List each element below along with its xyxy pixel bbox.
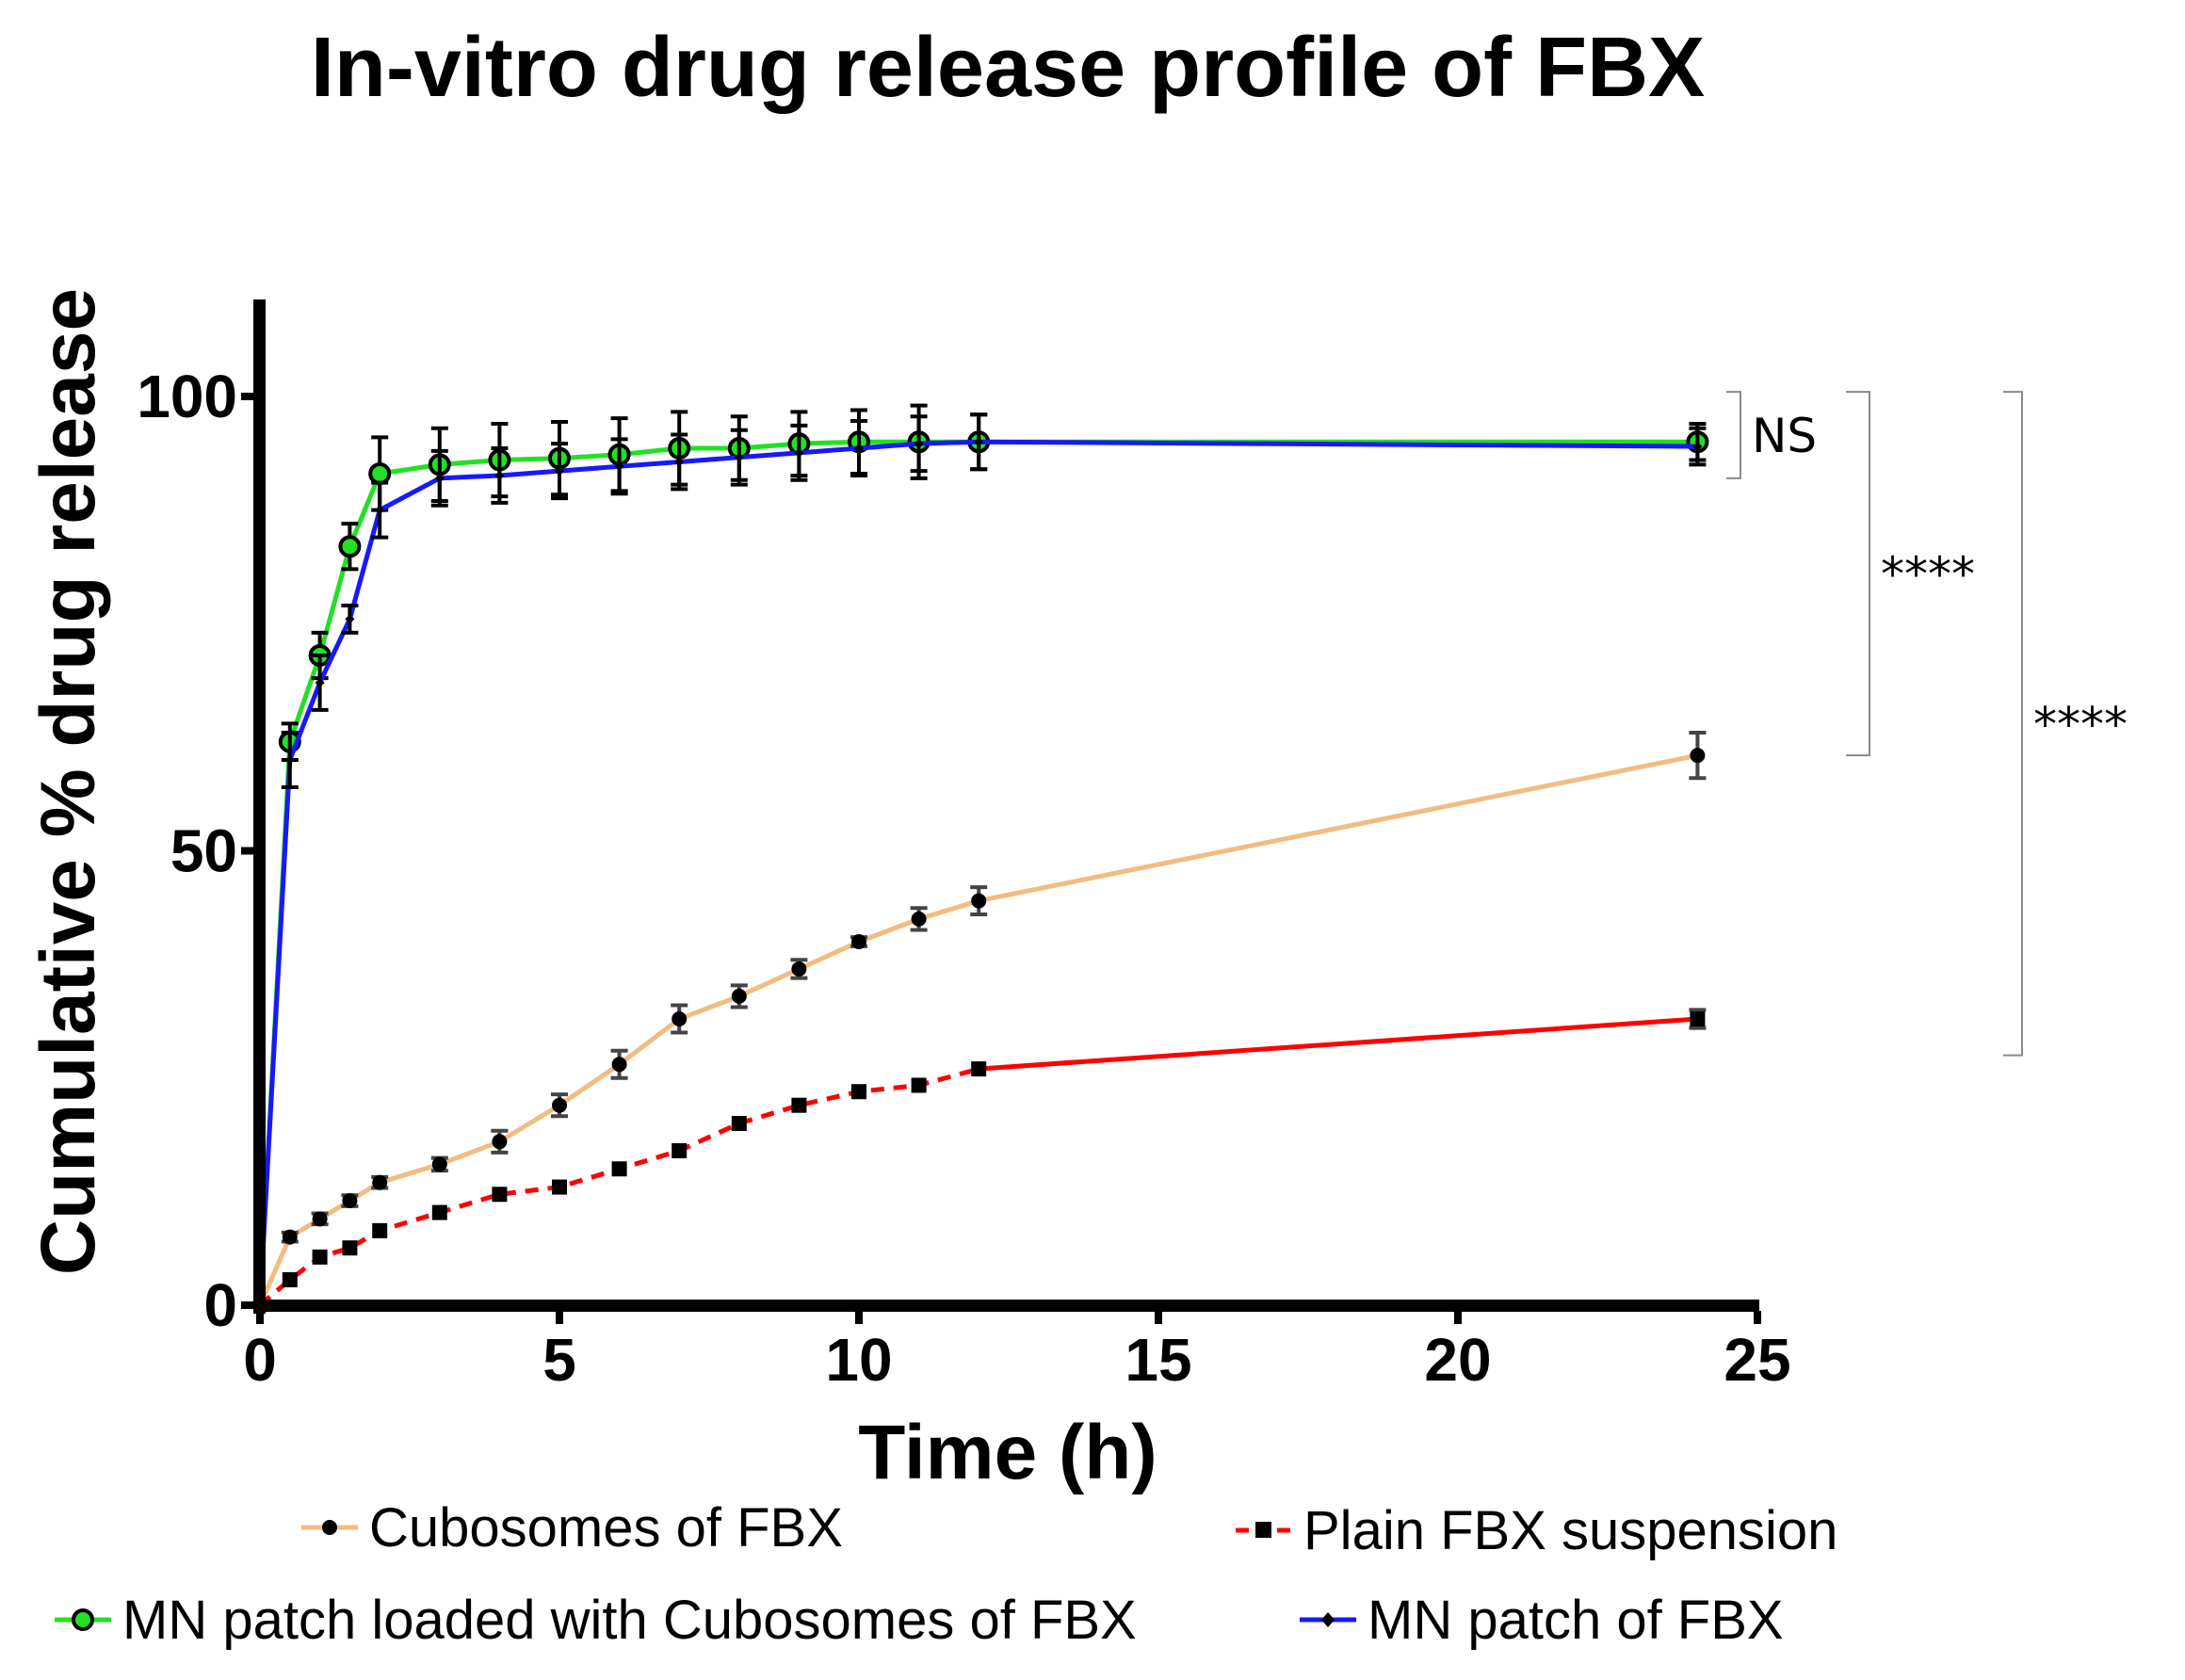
point-plain — [731, 1116, 747, 1131]
y-tick-label: 100 — [137, 363, 237, 430]
chart-title: In-vitro drug release profile of FBX — [311, 21, 1705, 115]
point-cubosomes — [312, 1211, 328, 1227]
point-plain — [312, 1249, 328, 1265]
point-plain — [552, 1179, 567, 1195]
series-line-plain — [979, 1016, 1698, 1072]
point-mn — [555, 466, 564, 477]
legend-label-cubosomes: Cubosomes of FBX — [369, 1497, 843, 1559]
significance-annotations: NS **** **** — [1726, 391, 2128, 1057]
x-tick-label: 0 — [243, 1326, 277, 1394]
point-cubosomes — [342, 1193, 358, 1209]
legend-entry-mn: MN patch of FBX — [1300, 1590, 1784, 1651]
point-mn — [914, 439, 924, 449]
point-plain — [971, 1061, 987, 1077]
point-mn-cubosomes — [368, 462, 392, 486]
point-cubosomes — [552, 1097, 567, 1113]
point-cubosomes — [971, 893, 987, 909]
point-plain — [342, 1240, 358, 1256]
y-axis-label: Cumulative % drug release — [25, 288, 111, 1275]
point-cubosomes — [431, 1156, 447, 1172]
legend-entry-cubosomes: Cubosomes of FBX — [301, 1497, 843, 1559]
point-mn — [494, 470, 505, 480]
plot-area — [257, 403, 1709, 1307]
point-cubosomes — [672, 1011, 688, 1027]
x-axis-label: Time (h) — [858, 1410, 1157, 1495]
point-cubosomes — [791, 961, 807, 977]
point-plain — [282, 1271, 298, 1287]
point-mn — [854, 444, 864, 454]
x-tick-label: 5 — [542, 1326, 576, 1394]
series-line-mn-cubosomes — [257, 439, 1698, 1306]
legend-label-mn: MN patch of FBX — [1368, 1590, 1784, 1651]
point-mn — [614, 461, 624, 472]
point-mn — [315, 677, 325, 687]
point-mn — [1692, 442, 1703, 452]
point-plain — [791, 1097, 807, 1113]
point-cubosomes — [731, 988, 747, 1004]
point-cubosomes — [851, 934, 866, 949]
point-mn-cubosomes — [338, 535, 362, 558]
point-mn — [284, 755, 295, 765]
legend-marker-cubosomes — [322, 1520, 337, 1535]
point-mn — [794, 447, 804, 458]
x-tick-label: 10 — [825, 1326, 892, 1394]
point-cubosomes — [282, 1229, 298, 1245]
series-cubosomes — [257, 731, 1707, 1307]
significance-label: NS — [1752, 409, 1817, 463]
point-mn — [674, 457, 685, 467]
point-cubosomes — [611, 1057, 627, 1073]
significance-label: **** — [2033, 697, 2128, 751]
legend-marker-mn-cubosomes — [72, 1608, 94, 1631]
series-line-mn — [257, 439, 1698, 1306]
legend-entry-plain: Plain FBX suspension — [1236, 1500, 1837, 1561]
point-plain — [851, 1084, 866, 1100]
point-mn — [345, 614, 355, 624]
point-plain — [431, 1204, 447, 1220]
point-mn — [434, 473, 445, 483]
x-tick-label: 20 — [1424, 1326, 1491, 1394]
significance-bracket — [1726, 391, 1741, 479]
x-tick-label: 15 — [1125, 1326, 1191, 1394]
series-mn-cubosomes — [257, 403, 1709, 1306]
legend-marker-mn — [1321, 1612, 1335, 1627]
point-cubosomes — [911, 911, 927, 927]
significance-bracket — [2003, 391, 2023, 1057]
x-axis-line — [254, 1300, 1759, 1312]
series-line-cubosomes — [257, 752, 1698, 1307]
point-plain — [372, 1222, 388, 1238]
significance-label: **** — [1881, 547, 1975, 602]
legend-marker-plain — [1255, 1522, 1271, 1538]
axis-ticks: 0 5 10 15 20 25 0 50 100 — [137, 363, 1790, 1394]
series-plain — [258, 1008, 1707, 1307]
point-mn — [734, 452, 744, 462]
legend: Cubosomes of FBX Plain FBX suspension MN… — [55, 1497, 1837, 1651]
point-plain — [672, 1142, 688, 1158]
legend-label-mn-cubosomes: MN patch loaded with Cubosomes of FBX — [122, 1590, 1137, 1651]
point-cubosomes — [372, 1174, 388, 1190]
point-mn — [974, 437, 984, 447]
legend-entry-mn-cubosomes: MN patch loaded with Cubosomes of FBX — [55, 1590, 1137, 1651]
significance-bracket — [1846, 391, 1870, 757]
point-plain — [492, 1187, 508, 1203]
point-plain — [911, 1077, 927, 1093]
series-mn — [257, 412, 1707, 1306]
point-mn — [375, 505, 385, 515]
y-tick-label: 0 — [203, 1271, 237, 1339]
legend-label-plain: Plain FBX suspension — [1303, 1500, 1837, 1561]
x-tick-label: 25 — [1724, 1326, 1790, 1394]
point-plain — [611, 1161, 627, 1177]
y-tick-label: 50 — [170, 817, 237, 885]
point-cubosomes — [492, 1134, 508, 1150]
y-axis-line — [253, 299, 266, 1314]
point-plain — [1690, 1011, 1706, 1027]
point-cubosomes — [1690, 748, 1706, 764]
